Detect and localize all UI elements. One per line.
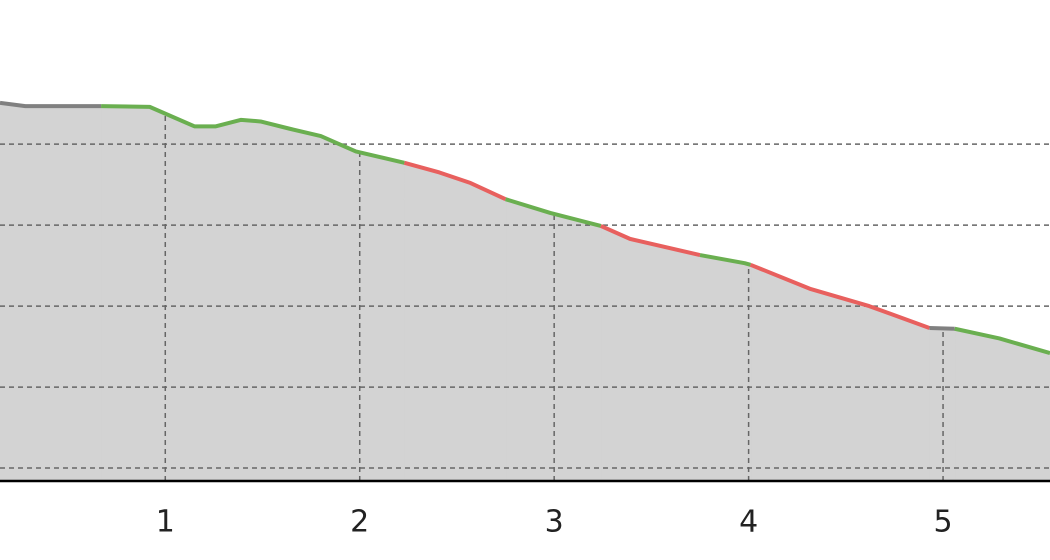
x-tick-label: 4 bbox=[739, 505, 758, 540]
elevation-line bbox=[504, 197, 602, 228]
area-fill bbox=[403, 162, 507, 482]
elevation-line bbox=[954, 326, 1050, 355]
elevation-line bbox=[749, 262, 931, 330]
x-tick-label: 2 bbox=[350, 505, 369, 540]
x-tick-label: 1 bbox=[156, 505, 175, 540]
elevation-line bbox=[403, 160, 507, 202]
x-tick-label: 3 bbox=[545, 505, 564, 540]
area-fill bbox=[699, 254, 752, 482]
elevation-line bbox=[699, 253, 752, 267]
area-fill bbox=[600, 225, 701, 482]
elevation-line bbox=[101, 104, 405, 165]
x-tick-label: 5 bbox=[934, 505, 953, 540]
area-fill bbox=[954, 328, 1050, 482]
elevation-line bbox=[929, 325, 955, 331]
area-fill bbox=[100, 105, 405, 482]
area-fill bbox=[928, 327, 956, 482]
area-fill bbox=[0, 102, 102, 482]
area-fill bbox=[505, 198, 602, 482]
elevation-line bbox=[600, 224, 701, 258]
elevation-line bbox=[0, 100, 102, 109]
